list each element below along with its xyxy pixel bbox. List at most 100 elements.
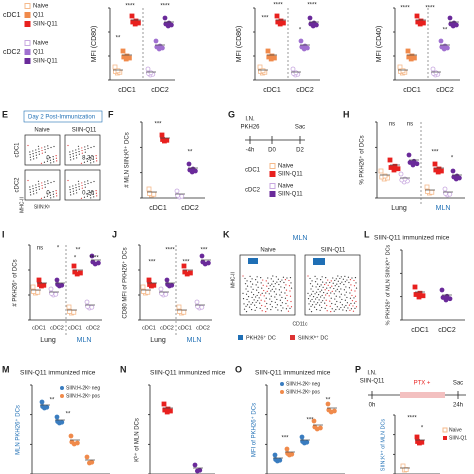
flow-dot — [334, 285, 336, 287]
label: cDC2 — [3, 49, 21, 56]
flow-dot — [90, 197, 92, 199]
flow-dot — [344, 275, 346, 278]
flow-dot — [314, 281, 317, 283]
dot — [260, 68, 266, 74]
dot — [112, 64, 118, 70]
panel-title: Day 2 Post-Immunization — [28, 115, 95, 121]
dot — [419, 439, 425, 445]
label: Naive — [260, 248, 276, 254]
flow-dot — [36, 157, 38, 159]
label: SIIN:H-2Kᵇ neg — [66, 385, 100, 391]
flow-dot — [92, 158, 95, 160]
flow-dot — [277, 278, 279, 280]
legend-swatch — [269, 163, 276, 169]
label: Lung — [150, 337, 166, 344]
label: SIIN:Kᵇ⁺ of MLN DCs — [379, 419, 386, 472]
flow-dot — [86, 158, 88, 160]
flow-dot — [353, 302, 356, 304]
flow-dot — [326, 304, 328, 307]
dot — [298, 38, 304, 44]
flow-dot — [272, 280, 274, 282]
flow-dot — [320, 284, 322, 286]
flow-dot — [345, 286, 347, 288]
flow-dot — [75, 151, 77, 154]
dot — [158, 286, 164, 292]
panel-letter: O — [235, 364, 242, 374]
flow-dot — [275, 306, 277, 309]
flow-dot — [69, 154, 71, 156]
flow-dot — [318, 294, 320, 296]
dot — [69, 439, 75, 445]
flow-dot — [43, 196, 46, 198]
flow-dot — [41, 147, 43, 149]
flow-dot — [265, 297, 267, 299]
flow-dot — [335, 295, 337, 297]
dot — [200, 259, 206, 265]
flow-dot — [47, 147, 49, 150]
flow-dot — [253, 299, 255, 301]
flow-dot — [95, 157, 98, 159]
dot — [439, 287, 445, 293]
flow-dot — [279, 299, 281, 301]
flow-dot — [324, 289, 326, 291]
flow-dot — [253, 294, 255, 296]
title-box — [23, 110, 103, 123]
flow-dot — [329, 287, 331, 289]
flow-dot — [78, 188, 80, 190]
stat-label: ** — [76, 248, 81, 254]
dot — [165, 282, 171, 287]
flow-dot — [270, 295, 272, 297]
flow-dot — [49, 192, 51, 194]
flow-dot — [320, 296, 322, 298]
panel-letter: K — [223, 229, 230, 239]
label: MFI of PKH26⁺ DCs — [251, 403, 258, 457]
flow-dot — [341, 281, 343, 283]
flow-dot — [336, 306, 338, 308]
flow-dot — [72, 150, 74, 152]
stat-label: *** — [148, 260, 156, 266]
flow-dot — [275, 288, 277, 290]
dot — [257, 64, 263, 70]
dot — [400, 68, 406, 74]
dot — [161, 401, 167, 407]
flow-dot — [353, 285, 356, 287]
flow-dot — [321, 294, 323, 297]
flow-dot — [316, 283, 319, 285]
flow-dot — [52, 193, 55, 195]
dot — [160, 137, 166, 142]
flow-box — [24, 169, 61, 201]
dot — [311, 20, 317, 26]
label: CD80 MFI of PKH26⁺ DCs — [122, 247, 129, 318]
dot — [199, 304, 205, 310]
flow-dot — [346, 296, 348, 299]
stat-label: * — [57, 246, 60, 252]
flow-dot — [96, 195, 98, 197]
flow-dot — [269, 285, 271, 287]
flow-dot — [353, 297, 355, 299]
dot — [115, 68, 121, 74]
flow-dot — [311, 280, 313, 282]
flow-dot — [311, 304, 314, 306]
flow-dot — [315, 303, 317, 305]
flow-dot — [336, 288, 338, 290]
legend-swatch — [24, 21, 31, 27]
flow-dot — [265, 292, 267, 294]
flow-dot — [80, 197, 83, 199]
dot — [414, 13, 420, 19]
flow-dot — [251, 302, 254, 304]
flow-dot — [265, 280, 267, 282]
flow-dot — [56, 195, 58, 197]
legend-swatch — [24, 49, 31, 55]
flow-dot — [290, 306, 293, 308]
dot — [68, 433, 74, 439]
flow-dot — [78, 185, 80, 188]
flow-dot — [257, 286, 259, 288]
flow-dot — [278, 283, 280, 286]
flow-dot — [72, 152, 74, 155]
dot — [124, 53, 130, 59]
flow-dot — [258, 291, 260, 294]
dot — [181, 309, 187, 315]
label: Lung — [40, 337, 56, 344]
flow-dot — [354, 290, 356, 292]
label: PTX + — [414, 381, 431, 387]
